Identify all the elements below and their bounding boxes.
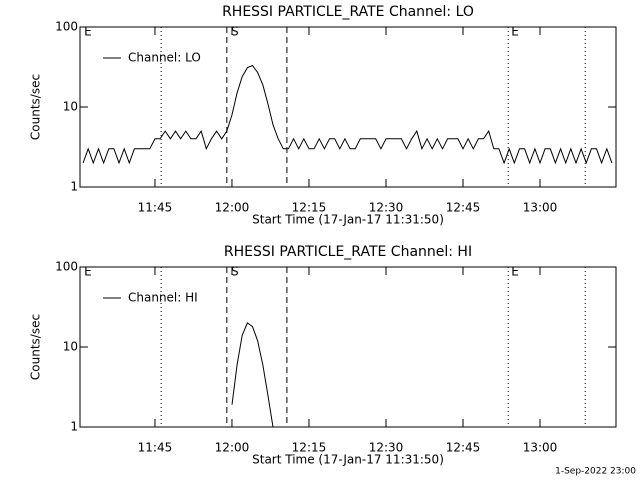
y-tick-label: 100 xyxy=(55,20,78,34)
x-tick-label: 12:45 xyxy=(446,201,481,215)
y-tick-label: 1 xyxy=(70,180,78,194)
marker-label: E xyxy=(84,25,92,39)
x-tick-label: 13:00 xyxy=(523,201,558,215)
x-tick-label: 12:00 xyxy=(215,201,250,215)
chart-title: RHESSI PARTICLE_RATE Channel: HI xyxy=(224,244,472,260)
chart-title: RHESSI PARTICLE_RATE Channel: LO xyxy=(222,4,474,20)
y-tick-label: 10 xyxy=(63,100,78,114)
data-line xyxy=(231,322,274,427)
footer-date: 1-Sep-2022 23:00 xyxy=(555,467,636,477)
x-tick-label: 12:30 xyxy=(369,441,404,455)
y-tick-label: 100 xyxy=(55,260,78,274)
x-tick-label: 12:15 xyxy=(292,441,327,455)
x-tick-label: 12:45 xyxy=(446,441,481,455)
y-axis-title: Counts/sec xyxy=(29,314,43,380)
legend-label: Channel: LO xyxy=(128,51,201,65)
y-tick-label: 1 xyxy=(70,420,78,434)
x-axis-title: Start Time (17-Jan-17 11:31:50) xyxy=(252,453,444,467)
x-tick-label: 13:00 xyxy=(523,441,558,455)
legend-label: Channel: HI xyxy=(128,291,198,305)
x-tick-label: 12:00 xyxy=(215,441,250,455)
x-tick-label: 12:15 xyxy=(292,201,327,215)
x-tick-label: 11:45 xyxy=(138,441,173,455)
marker-label: E xyxy=(84,265,92,279)
y-axis-title: Counts/sec xyxy=(29,74,43,140)
marker-label: S xyxy=(231,265,239,279)
x-tick-label: 12:30 xyxy=(369,201,404,215)
y-tick-label: 10 xyxy=(63,340,78,354)
x-axis-title: Start Time (17-Jan-17 11:31:50) xyxy=(252,213,444,227)
x-tick-label: 11:45 xyxy=(138,201,173,215)
marker-label: E xyxy=(511,25,519,39)
marker-label: S xyxy=(231,25,239,39)
data-line xyxy=(82,64,613,165)
marker-label: E xyxy=(511,265,519,279)
